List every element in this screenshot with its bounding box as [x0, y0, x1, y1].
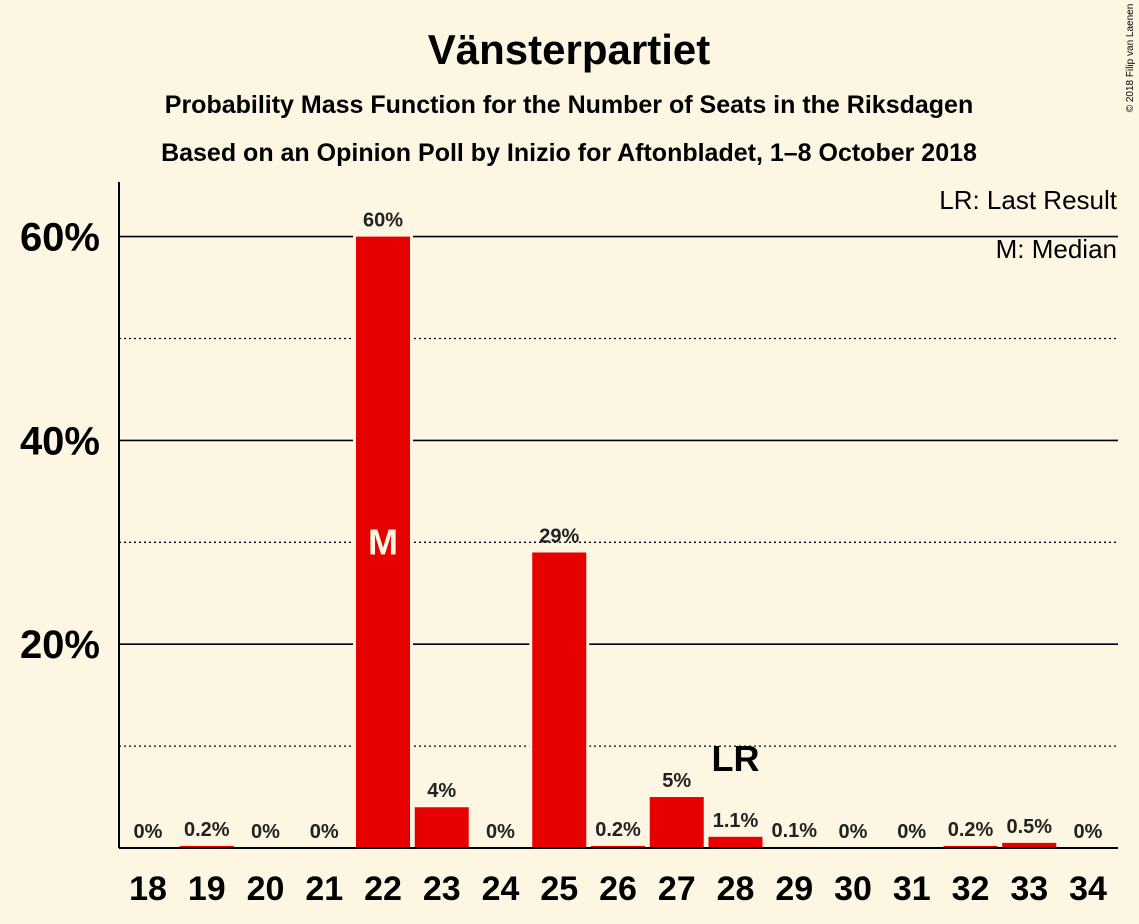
bar-26 — [591, 845, 645, 848]
value-label: 29% — [539, 525, 579, 547]
bar-32 — [943, 845, 998, 848]
value-label: 0.2% — [595, 819, 641, 841]
median-marker: M — [368, 521, 398, 562]
bar-27 — [649, 797, 704, 848]
value-label: 0% — [1074, 821, 1103, 843]
chart-subtitle-2: Based on an Opinion Poll by Inizio for A… — [161, 139, 977, 167]
bar-19 — [179, 845, 234, 848]
value-label: 0% — [839, 821, 868, 843]
bar-33 — [1002, 842, 1057, 848]
value-label: 0% — [134, 821, 163, 843]
x-tick-label: 25 — [540, 870, 578, 908]
x-tick-label: 22 — [364, 870, 402, 908]
legend-median: M: Median — [996, 234, 1117, 264]
chart-subtitle-1: Probability Mass Function for the Number… — [165, 91, 973, 119]
x-tick-label: 27 — [658, 870, 696, 908]
bar-halo — [764, 844, 825, 848]
x-tick-label: 19 — [188, 870, 226, 908]
value-label: 0.2% — [948, 819, 994, 841]
y-tick-label: 20% — [20, 623, 100, 667]
x-tick-label: 30 — [834, 870, 872, 908]
y-tick-label: 40% — [20, 419, 100, 463]
value-label: 0% — [486, 821, 515, 843]
chart-title: Vänsterpartiet — [428, 26, 710, 73]
value-label: 0.2% — [184, 819, 230, 841]
copyright-text: © 2018 Filip van Laenen — [1125, 4, 1136, 113]
x-tick-label: 26 — [599, 870, 637, 908]
bar-23 — [414, 807, 469, 848]
value-label: 60% — [363, 210, 403, 232]
value-label: 0% — [251, 821, 280, 843]
x-tick-label: 28 — [717, 870, 755, 908]
x-tick-label: 24 — [482, 870, 520, 908]
x-tick-label: 33 — [1010, 870, 1048, 908]
bars — [118, 234, 1118, 849]
value-label: 0.1% — [771, 820, 817, 842]
axes: 20% 40% 60% 18 19 20 21 22 23 24 25 26 27 28 29 30 31 32 3… — [20, 182, 1118, 908]
x-tick-label: 21 — [305, 870, 343, 908]
labels: 0% 0.2% 0% 0% 60% M 4% 0% 29% 0.2% 5% 1.1% LR 0.1% 0% 0… — [134, 210, 1103, 843]
gridlines — [119, 235, 1118, 747]
bar-25 — [532, 552, 587, 848]
x-tick-label: 23 — [423, 870, 461, 908]
x-tick-label: 34 — [1069, 870, 1107, 908]
x-tick-label: 29 — [775, 870, 813, 908]
value-label: 1.1% — [713, 810, 759, 832]
x-tick-label: 31 — [893, 870, 931, 908]
value-label: 0% — [310, 821, 339, 843]
x-tick-label: 32 — [952, 870, 990, 908]
bar-28 — [708, 836, 763, 848]
bar-22 — [356, 236, 410, 849]
value-label: 0.5% — [1006, 816, 1052, 838]
value-label: 0% — [897, 821, 926, 843]
last-result-marker: LR — [712, 738, 760, 779]
value-label: 4% — [427, 780, 456, 802]
x-tick-label: 20 — [247, 870, 285, 908]
x-tick-label: 18 — [129, 870, 167, 908]
legend-last-result: LR: Last Result — [939, 185, 1118, 215]
y-tick-label: 60% — [20, 216, 100, 260]
value-label: 5% — [662, 770, 691, 792]
